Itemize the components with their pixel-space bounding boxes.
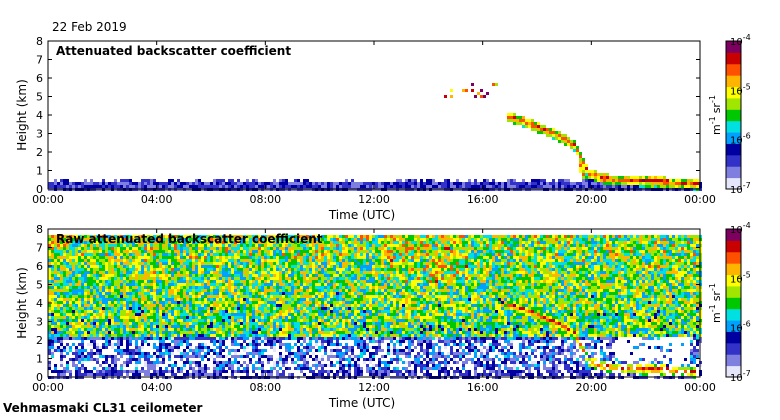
colorbar-segment: [726, 263, 741, 276]
x-tick-label: 00:00: [684, 193, 716, 206]
y-tick-label: 8: [36, 35, 43, 48]
y-tick-label: 0: [36, 183, 43, 196]
y-axis-label: Height (km): [15, 267, 29, 338]
colorbar-unit-label: m-1sr-1: [708, 283, 723, 323]
colorbar-segment: [726, 320, 741, 332]
panel-2: Raw attenuated backscatter coefficient00…: [15, 221, 751, 410]
colorbar-unit-label: m-1sr-1: [708, 95, 723, 135]
colorbar-tick-label: 10-4: [730, 33, 751, 48]
colorbar-segment: [726, 75, 741, 88]
colorbar-segment: [726, 52, 741, 65]
colorbar-segment: [726, 120, 741, 133]
colorbar-segment: [726, 297, 741, 310]
y-tick-label: 1: [36, 353, 43, 366]
colorbar-segment: [726, 285, 741, 298]
x-tick-label: 12:00: [358, 193, 390, 206]
x-tick-label: 08:00: [249, 381, 281, 394]
panel-title: Attenuated backscatter coefficient: [56, 44, 291, 58]
x-tick-label: 04:00: [141, 193, 173, 206]
colorbar-segment: [726, 63, 741, 76]
y-tick-label: 4: [36, 297, 43, 310]
y-tick-label: 7: [36, 242, 43, 255]
x-tick-label: 16:00: [467, 381, 499, 394]
y-tick-label: 6: [36, 260, 43, 273]
y-tick-label: 2: [36, 146, 43, 159]
colorbar-segment: [726, 166, 741, 179]
x-tick-label: 20:00: [575, 193, 607, 206]
x-tick-label: 08:00: [249, 193, 281, 206]
footer-label: Vehmasmaki CL31 ceilometer: [3, 401, 203, 415]
colorbar: 10-4 10-5 10-6 10-7 m-1sr-1: [708, 221, 751, 384]
colorbar-tick-label: 10-7: [730, 369, 751, 384]
y-tick-label: 3: [36, 316, 43, 329]
colorbar-segment: [726, 132, 741, 144]
colorbar-segment: [726, 308, 741, 321]
y-tick-label: 0: [36, 371, 43, 384]
y-tick-label: 2: [36, 334, 43, 347]
y-tick-label: 8: [36, 223, 43, 236]
colorbar-segment: [726, 240, 741, 253]
colorbar-segment: [726, 143, 741, 156]
colorbar-frame: [725, 228, 742, 378]
colorbar-segment: [726, 354, 741, 367]
colorbar-tick-label: 10-5: [730, 270, 751, 285]
colorbar-segment: [726, 41, 741, 53]
colorbar-tick-label: 10-6: [730, 320, 751, 335]
x-tick-label: 00:00: [32, 193, 64, 206]
date-label: 22 Feb 2019: [52, 20, 127, 34]
y-tick-label: 6: [36, 72, 43, 85]
y-tick-label: 5: [36, 279, 43, 292]
colorbar: 10-4 10-5 10-6 10-7 m-1sr-1: [708, 33, 751, 196]
x-axis-label: Time (UTC): [328, 396, 395, 410]
colorbar-tick-label: 10-6: [730, 132, 751, 147]
colorbar-segment: [726, 154, 741, 167]
y-axis-label: Height (km): [15, 79, 29, 150]
colorbar-segment: [726, 251, 741, 264]
colorbar-segment: [726, 97, 741, 110]
colorbar-tick-label: 10-5: [730, 82, 751, 97]
y-tick-label: 4: [36, 109, 43, 122]
y-tick-label: 1: [36, 165, 43, 178]
plot-area: [48, 41, 700, 189]
y-tick-label: 7: [36, 54, 43, 67]
colorbar-frame: [725, 40, 742, 190]
colorbar-segment: [726, 229, 741, 241]
colorbar-segment: [726, 342, 741, 355]
x-tick-label: 16:00: [467, 193, 499, 206]
colorbar-segment: [726, 177, 741, 190]
x-tick-label: 20:00: [575, 381, 607, 394]
y-tick-label: 5: [36, 91, 43, 104]
colorbar-segment: [726, 274, 741, 287]
y-tick-label: 3: [36, 128, 43, 141]
x-tick-label: 00:00: [32, 381, 64, 394]
colorbar-segment: [726, 86, 741, 99]
heatmap-cells: [48, 235, 702, 379]
colorbar-segment: [726, 109, 741, 122]
colorbar-tick-label: 10-7: [730, 181, 751, 196]
x-axis-label: Time (UTC): [328, 208, 395, 222]
x-tick-label: 04:00: [141, 381, 173, 394]
x-tick-label: 00:00: [684, 381, 716, 394]
panel-title: Raw attenuated backscatter coefficient: [56, 232, 323, 246]
x-tick-label: 12:00: [358, 381, 390, 394]
colorbar-tick-label: 10-4: [730, 221, 751, 236]
colorbar-segment: [726, 331, 741, 344]
colorbar-segment: [726, 365, 741, 378]
